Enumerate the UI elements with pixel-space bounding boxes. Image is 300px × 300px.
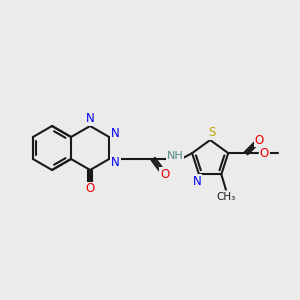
Text: O: O bbox=[160, 168, 170, 181]
Text: O: O bbox=[255, 134, 264, 146]
Text: O: O bbox=[260, 147, 269, 160]
Text: CH₃: CH₃ bbox=[216, 192, 236, 202]
Text: N: N bbox=[111, 156, 120, 169]
Text: NH: NH bbox=[167, 151, 184, 161]
Text: O: O bbox=[85, 182, 95, 196]
Text: S: S bbox=[208, 127, 216, 140]
Text: N: N bbox=[193, 175, 201, 188]
Text: N: N bbox=[111, 127, 120, 140]
Text: N: N bbox=[86, 112, 94, 125]
